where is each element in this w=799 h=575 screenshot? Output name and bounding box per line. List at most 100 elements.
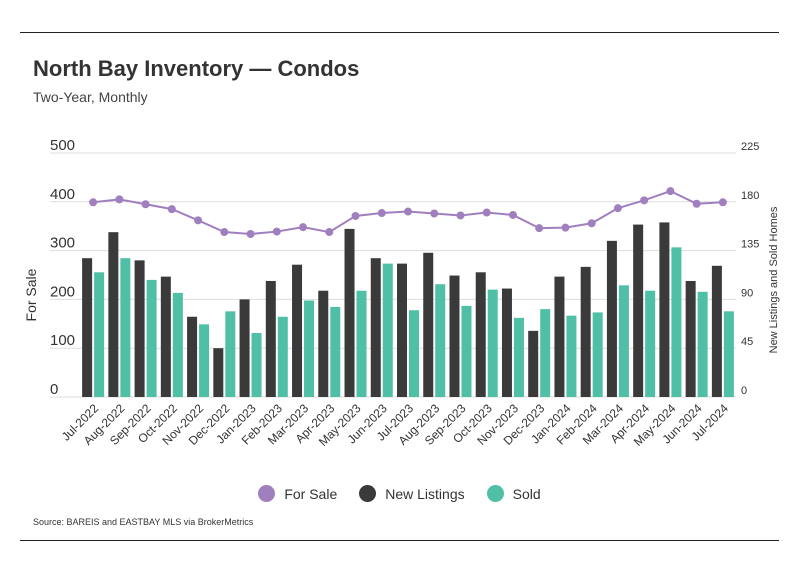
bar-new-listings	[554, 276, 565, 397]
point-for-sale	[508, 210, 517, 219]
y-tick-label: 100	[50, 332, 75, 349]
y-tick-label: 400	[50, 186, 75, 203]
y2-tick-label: 90	[741, 287, 753, 299]
bar-new-listings	[108, 232, 119, 397]
bar-sold	[172, 292, 183, 397]
y-tick-label: 200	[50, 283, 75, 300]
point-for-sale	[482, 208, 491, 217]
top-rule	[20, 32, 779, 33]
y2-tick-label: 0	[741, 385, 747, 397]
bar-new-listings	[528, 330, 539, 397]
bar-sold	[618, 285, 629, 397]
legend-item-for-sale: For Sale	[258, 485, 337, 502]
point-for-sale	[640, 196, 649, 205]
point-for-sale	[404, 207, 412, 216]
legend-item-new-listings: New Listings	[359, 485, 465, 502]
bar-sold	[251, 333, 262, 397]
y-tick-label: 0	[50, 381, 58, 398]
y2-tick-label: 135	[741, 239, 759, 251]
bar-sold	[304, 300, 315, 397]
point-for-sale	[141, 200, 150, 209]
bar-new-listings	[370, 258, 381, 397]
bar-new-listings	[633, 224, 644, 397]
legend-label-new-listings: New Listings	[385, 485, 465, 502]
y2-tick-label: 45	[741, 336, 753, 348]
chart-title: North Bay Inventory — Condos	[33, 56, 360, 81]
bar-new-listings	[160, 276, 171, 397]
bar-new-listings	[475, 272, 486, 397]
point-for-sale	[115, 195, 124, 204]
bar-sold	[697, 291, 708, 397]
bar-new-listings	[344, 228, 355, 397]
bar-sold	[566, 315, 577, 397]
bar-new-listings	[397, 263, 407, 397]
y2-tick-label: 225	[741, 141, 759, 153]
bar-new-listings	[265, 280, 276, 397]
bar-sold	[199, 324, 210, 397]
point-for-sale	[666, 187, 675, 196]
point-for-sale	[299, 223, 308, 232]
legend-swatch-sold	[486, 485, 504, 502]
y-tick-label: 500	[50, 137, 75, 154]
point-for-sale	[220, 228, 229, 237]
point-for-sale	[430, 209, 439, 218]
source-note: Source: BAREIS and EASTBAY MLS via Broke…	[33, 517, 254, 527]
point-for-sale	[377, 209, 386, 218]
legend-swatch-new-listings	[359, 485, 377, 502]
point-for-sale	[351, 211, 360, 220]
bar-sold	[461, 305, 472, 397]
point-for-sale	[167, 205, 176, 214]
point-for-sale	[613, 204, 622, 213]
chart-subtitle: Two-Year, Monthly	[33, 89, 148, 105]
y-axis-title: For Sale	[23, 268, 39, 321]
point-for-sale	[561, 223, 570, 232]
y2-tick-label: 180	[741, 190, 759, 202]
legend-label-sold: Sold	[512, 485, 541, 502]
bar-sold	[120, 258, 131, 397]
y2-axis-title: New Listings and Sold Homes	[768, 206, 780, 353]
point-for-sale	[535, 224, 544, 233]
bar-new-listings	[239, 299, 250, 397]
bar-sold	[435, 284, 446, 397]
bottom-rule	[20, 540, 779, 541]
bar-sold	[540, 309, 551, 397]
legend-swatch-for-sale	[258, 485, 276, 502]
bar-new-listings	[318, 290, 329, 397]
bar-new-listings	[659, 222, 670, 397]
bar-sold	[356, 290, 367, 397]
bar-new-listings	[449, 275, 460, 397]
bar-sold	[513, 317, 524, 397]
y-tick-label: 300	[50, 235, 75, 252]
point-for-sale	[718, 198, 727, 207]
bar-sold	[225, 311, 236, 397]
bar-sold	[330, 306, 341, 397]
bar-sold	[277, 316, 288, 397]
bar-sold	[487, 289, 498, 397]
bar-sold	[146, 279, 157, 397]
bar-new-listings	[423, 252, 434, 397]
point-for-sale	[692, 199, 701, 208]
bar-new-listings	[292, 264, 303, 397]
bar-new-listings	[711, 265, 722, 397]
point-for-sale	[456, 211, 465, 220]
bar-new-listings	[187, 316, 198, 397]
bar-new-listings	[213, 348, 224, 397]
bar-sold	[409, 310, 419, 397]
legend: For Sale New Listings Sold	[0, 485, 799, 502]
bar-new-listings	[580, 266, 591, 397]
bar-new-listings	[501, 288, 512, 397]
bar-new-listings	[606, 240, 617, 397]
bar-sold	[645, 290, 656, 397]
bar-sold	[94, 272, 105, 397]
bar-sold	[592, 312, 603, 397]
bar-sold	[671, 247, 682, 397]
bar-new-listings	[82, 258, 93, 397]
bar-new-listings	[134, 260, 145, 397]
point-for-sale	[89, 198, 98, 207]
legend-label-for-sale: For Sale	[284, 485, 338, 502]
legend-item-sold: Sold	[486, 485, 541, 502]
point-for-sale	[194, 216, 203, 225]
bar-sold	[382, 263, 393, 397]
point-for-sale	[325, 228, 334, 237]
